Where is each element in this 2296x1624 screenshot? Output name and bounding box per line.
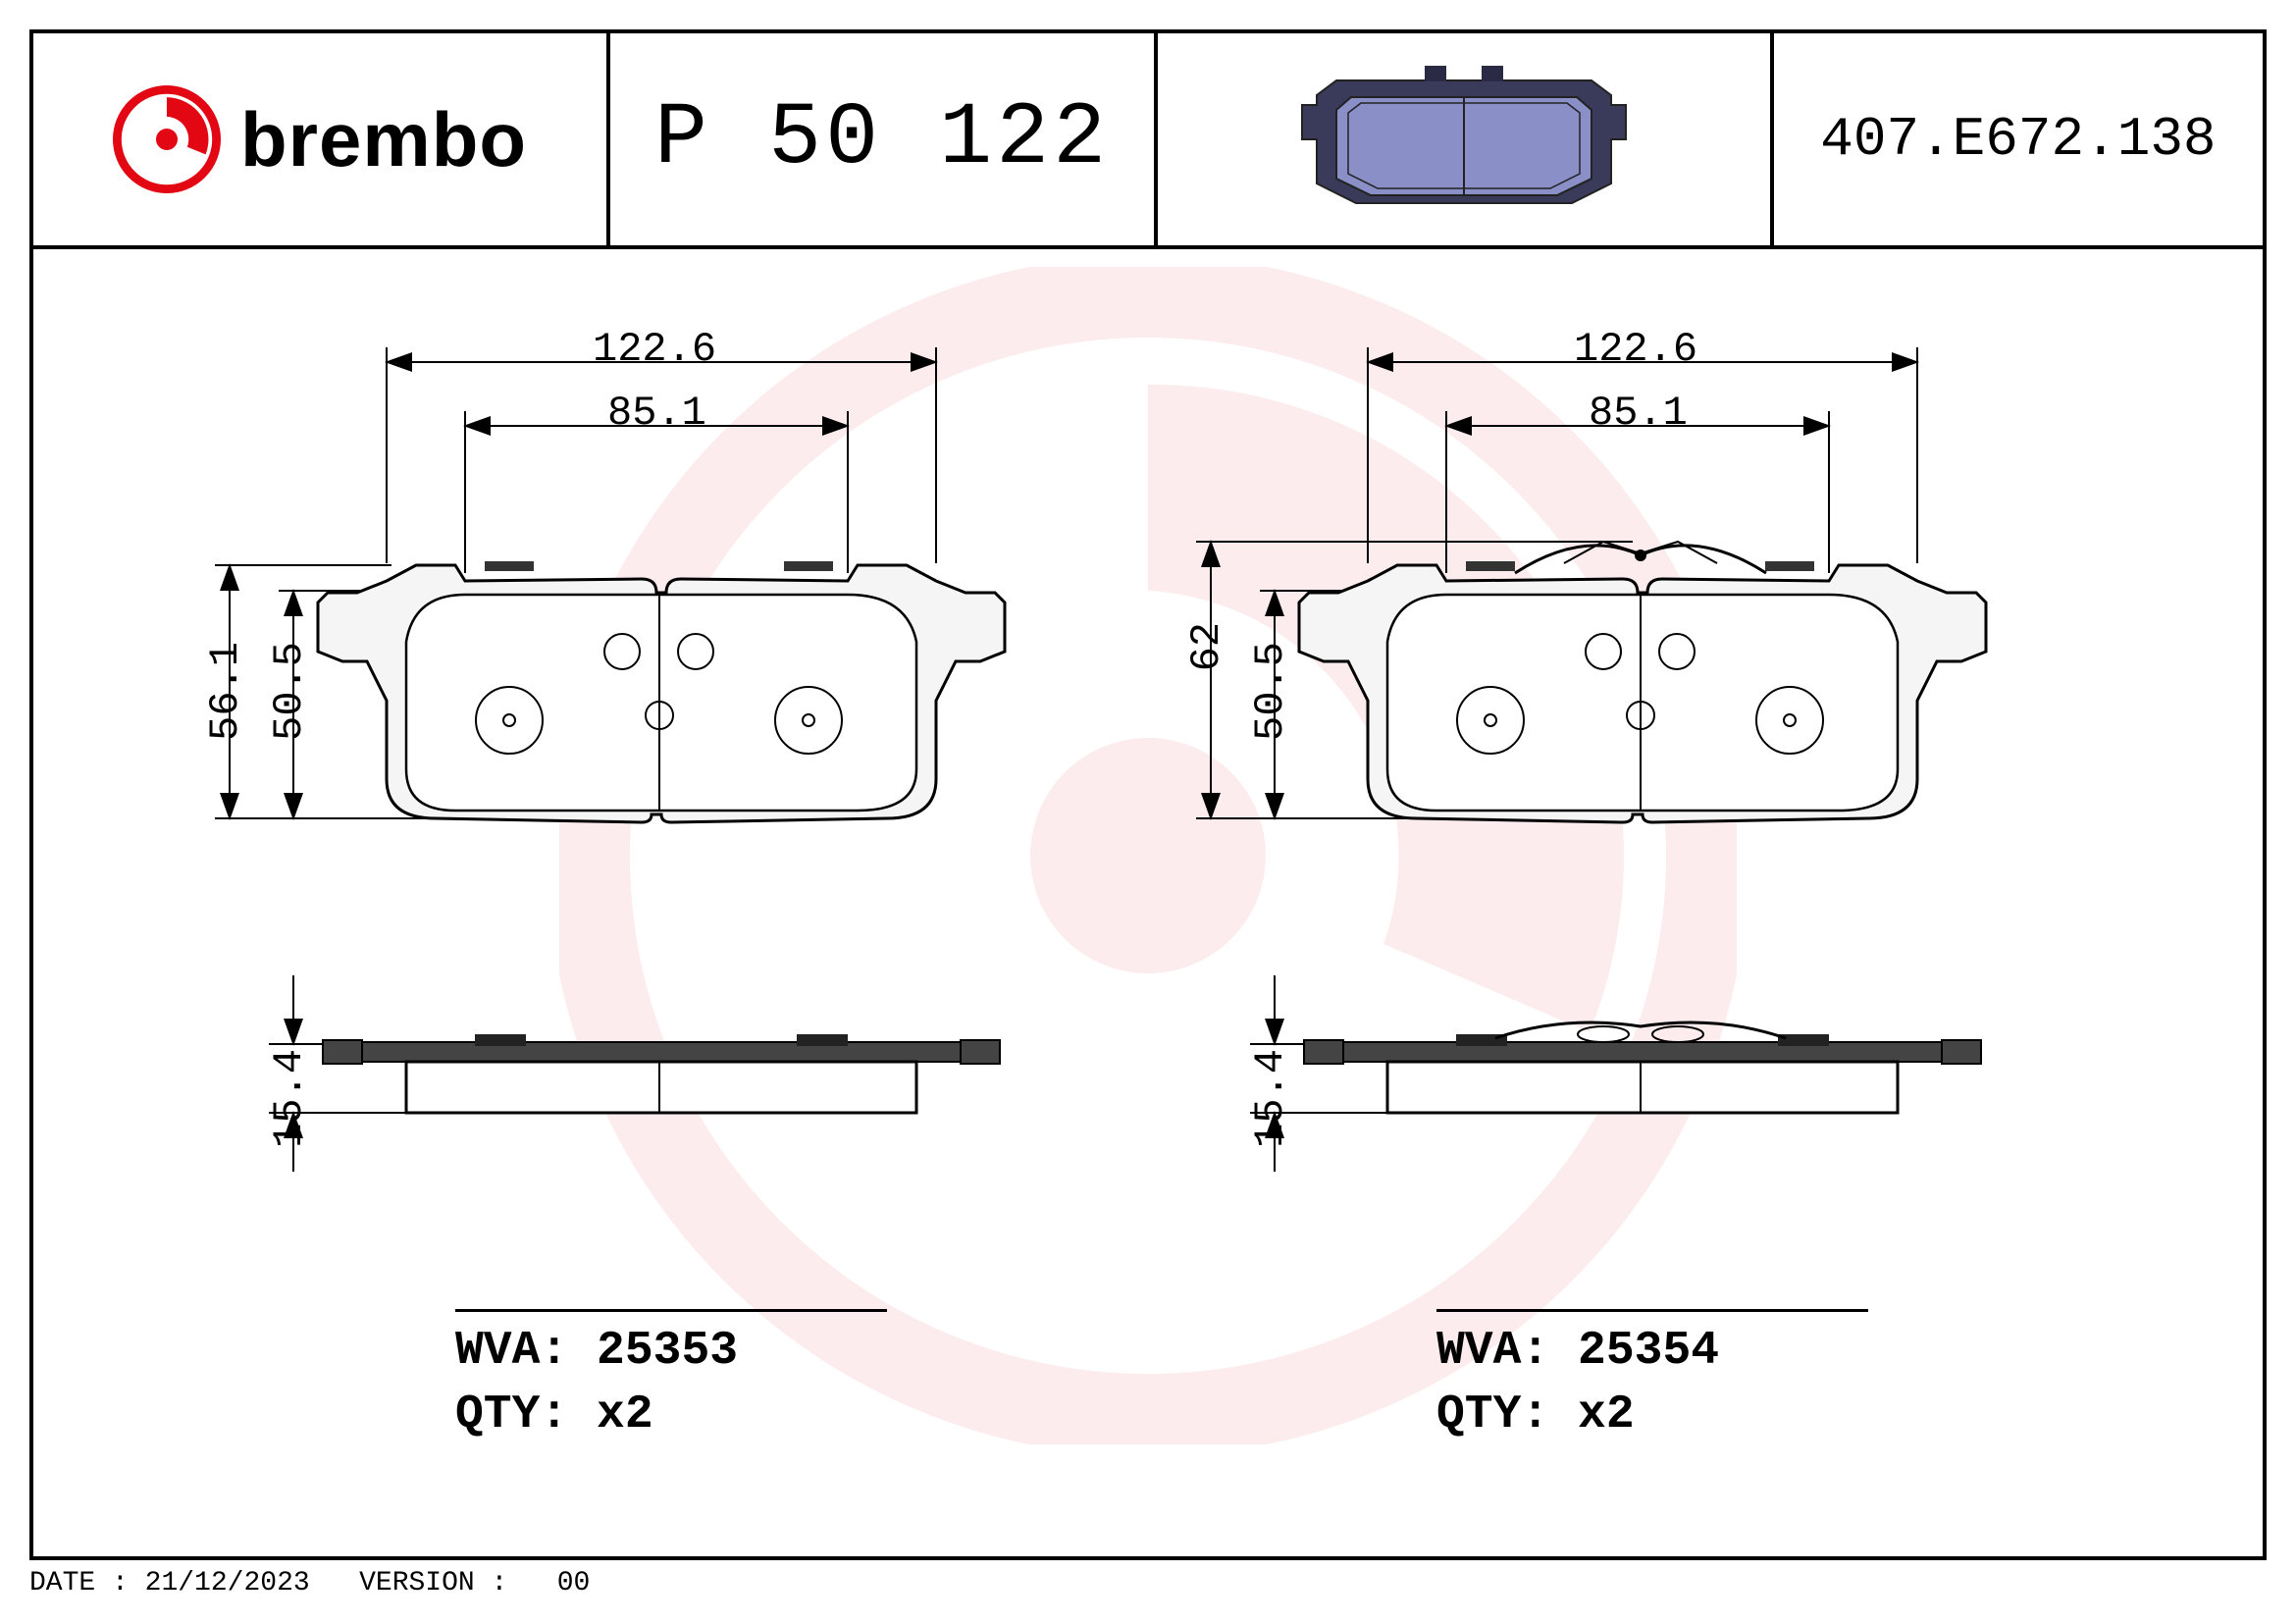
dim-right-height-friction: 50.5 bbox=[1247, 642, 1294, 741]
drawing-body: 122.6 85.1 56.1 50.5 bbox=[33, 249, 2263, 1446]
document-number-cell: 407.E672.138 bbox=[1774, 33, 2263, 245]
dim-left-thickness: 15.4 bbox=[266, 1049, 313, 1148]
brembo-logo-icon bbox=[113, 85, 221, 193]
header-row: brembo P 50 122 407.E672.138 bbox=[33, 33, 2263, 249]
product-render-cell bbox=[1158, 33, 1774, 245]
qty-label-right: QTY: bbox=[1436, 1388, 1549, 1441]
dim-left-height-friction: 50.5 bbox=[266, 642, 313, 741]
part-number-cell: P 50 122 bbox=[610, 33, 1158, 245]
qty-label-left: QTY: bbox=[455, 1388, 568, 1441]
dim-right-width-friction: 85.1 bbox=[1589, 390, 1688, 437]
document-number: 407.E672.138 bbox=[1820, 108, 2216, 171]
qty-value-left: x2 bbox=[597, 1388, 653, 1441]
pad-right-front-view bbox=[1142, 308, 2025, 858]
part-number: P 50 122 bbox=[654, 89, 1110, 189]
wva-value-left: 25353 bbox=[597, 1325, 738, 1378]
dim-right-thickness: 15.4 bbox=[1247, 1049, 1294, 1148]
dim-right-width-overall: 122.6 bbox=[1574, 326, 1697, 373]
wva-value-right: 25354 bbox=[1578, 1325, 1719, 1378]
dim-left-height-overall: 56.1 bbox=[202, 642, 249, 741]
product-3d-render bbox=[1278, 46, 1650, 233]
qty-value-right: x2 bbox=[1578, 1388, 1635, 1441]
footer-date-label: DATE : bbox=[29, 1568, 129, 1598]
dim-left-width-overall: 122.6 bbox=[593, 326, 716, 373]
footer: DATE : 21/12/2023 VERSION : 00 bbox=[29, 1568, 590, 1598]
wva-block-left: WVA: 25353 QTY: x2 bbox=[455, 1309, 887, 1447]
footer-version-label: VERSION : bbox=[359, 1568, 507, 1598]
wva-block-right: WVA: 25354 QTY: x2 bbox=[1436, 1309, 1868, 1447]
wva-label-right: WVA: bbox=[1436, 1325, 1549, 1378]
logo-cell: brembo bbox=[33, 33, 610, 245]
footer-date: 21/12/2023 bbox=[145, 1568, 310, 1598]
brand-name: brembo bbox=[240, 95, 527, 184]
footer-version: 00 bbox=[557, 1568, 591, 1598]
wva-label-left: WVA: bbox=[455, 1325, 568, 1378]
dim-right-height-overall: 62 bbox=[1183, 622, 1230, 671]
pad-left-front-view bbox=[161, 308, 1044, 858]
drawing-sheet: brembo P 50 122 407.E672.138 bbox=[29, 29, 2267, 1560]
dim-left-width-friction: 85.1 bbox=[607, 390, 706, 437]
